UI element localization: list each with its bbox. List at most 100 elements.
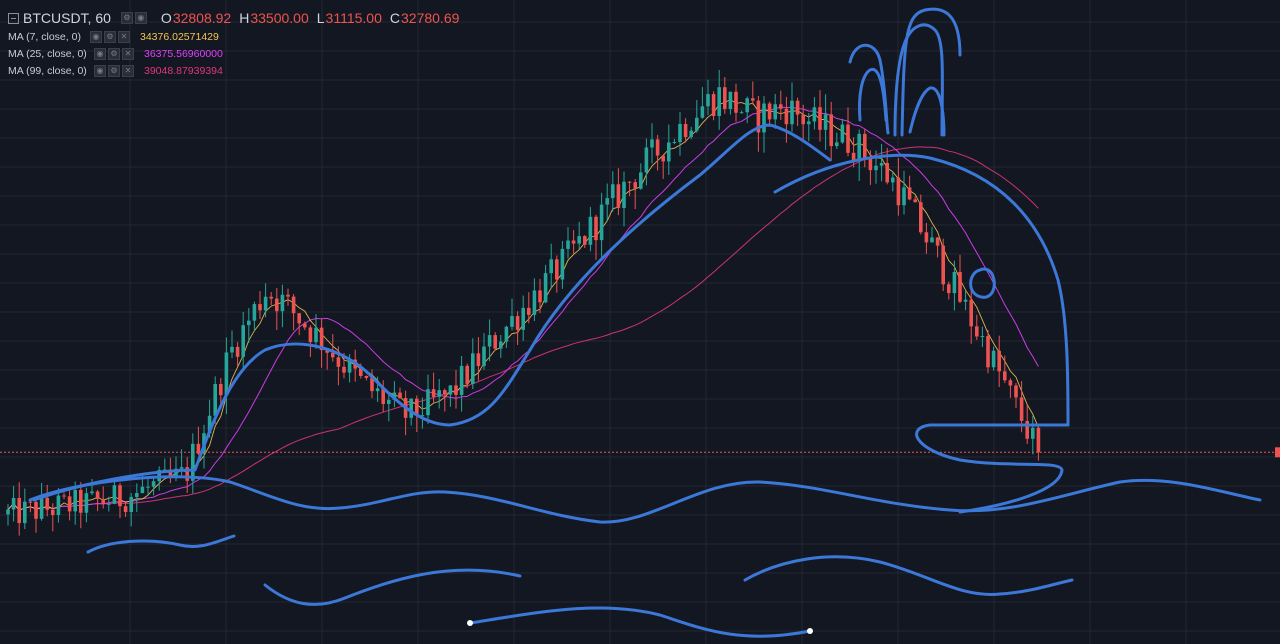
candle-body [314,327,318,343]
candle [45,484,49,517]
eye-icon[interactable]: ◉ [94,64,106,77]
candle [622,171,626,227]
close-key: C [389,10,400,26]
candle [1003,355,1007,384]
candle [314,314,318,349]
candle [107,496,111,512]
candle-body [303,323,307,328]
candle-body [902,187,906,206]
candle-body [818,107,822,130]
close-icon[interactable]: ✕ [122,47,134,60]
candle-body [252,304,257,321]
candle [291,293,296,331]
candle [280,284,285,328]
candle [627,181,632,196]
candle [795,97,800,126]
settings-icon[interactable]: ⚙ [108,64,120,77]
candle [784,96,789,143]
settings-icon[interactable]: ⚙ [120,12,133,24]
candle-body [683,123,688,138]
candle-body [415,398,419,416]
candle-body [969,299,973,327]
candle [303,321,307,330]
candle [224,337,229,415]
candle-body [342,366,346,373]
candle [711,91,716,121]
settings-icon[interactable]: ⚙ [108,47,120,60]
ma25-row: MA (25, close, 0) ◉ ⚙ ✕ 36375.56960000 [8,45,459,62]
candle [11,485,16,522]
candle [392,381,397,408]
candle-body [465,365,469,384]
open-key: O [160,10,172,26]
candle-body [689,130,693,138]
settings-icon[interactable]: ⚙ [104,30,116,43]
candle-body [678,123,682,143]
candle-body [28,501,33,503]
eye-icon[interactable]: ◉ [94,47,106,60]
candle [493,332,497,351]
candle-body [728,91,733,109]
close-icon[interactable]: ✕ [118,30,130,43]
candle [387,394,391,422]
candle [56,488,61,523]
candle-body [6,509,10,515]
candle-body [745,98,749,113]
candle [717,69,721,130]
candle-body [790,100,794,125]
candle-body [487,335,492,347]
candle [325,348,329,370]
eye-icon[interactable]: ◉ [90,30,102,43]
candle-body [146,486,150,488]
candle [51,503,55,532]
candle-body [997,350,1001,372]
ma7-label: MA (7, close, 0) [8,30,81,43]
candle-body [79,489,83,513]
open-value: 32808.92 [172,10,232,26]
candle-body [409,398,413,418]
ma25-label: MA (25, close, 0) [8,47,87,60]
candle [1036,427,1041,461]
candle-body [588,216,593,245]
candle [1008,378,1013,398]
candle-body [387,399,391,404]
candle [247,308,251,343]
candle [459,355,464,412]
candle [756,95,761,152]
candle [331,334,335,362]
candle-body [420,415,425,417]
candle-body [622,181,626,208]
candle-body [521,307,525,330]
candle [812,97,817,130]
drawing-handle [467,620,473,626]
collapse-icon[interactable] [8,12,19,24]
eye-icon[interactable]: ◉ [134,12,147,24]
candle-body [499,341,503,349]
close-icon[interactable]: ✕ [122,64,134,77]
candle [146,478,150,496]
candle-body [667,142,671,162]
candle [599,192,604,260]
candle [868,150,873,185]
candle [263,283,268,318]
candle-body [443,390,447,395]
candle [963,291,968,311]
candle [773,94,777,129]
candle [571,230,576,254]
wave-5 [468,606,812,638]
candle [829,101,833,161]
whale-head [773,153,1070,427]
candle [487,319,492,362]
candle [258,290,262,319]
candle [437,378,441,409]
candle [532,278,537,322]
candle [151,475,156,496]
candle [370,369,374,398]
candle [913,196,917,203]
candle [739,110,744,114]
candle-body [891,177,895,183]
ma25-path [7,106,1039,511]
ma99-value: 39048.87939394 [144,64,223,77]
